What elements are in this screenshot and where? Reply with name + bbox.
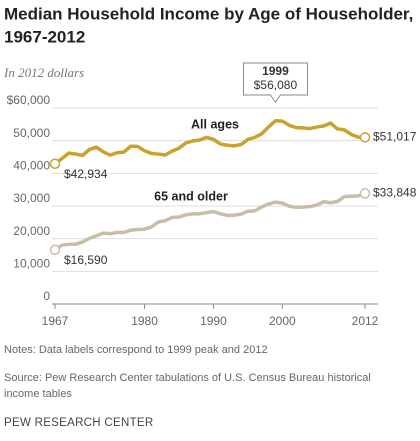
data-label: $42,934 xyxy=(64,167,108,181)
end-point xyxy=(359,188,371,199)
series-label: 65 and older xyxy=(154,189,228,203)
y-tick-label: 20,000 xyxy=(13,224,50,238)
data-label: $16,590 xyxy=(64,253,108,267)
callout xyxy=(242,62,308,103)
y-tick-label: 30,000 xyxy=(13,191,50,205)
data-label: $51,017 xyxy=(373,130,417,144)
y-tick-label: 10,000 xyxy=(13,257,50,271)
x-tick-label: 2012 xyxy=(352,314,379,328)
data-label: $56,080 xyxy=(254,78,298,92)
y-tick-label: 40,000 xyxy=(13,159,50,173)
source: income tables xyxy=(4,388,72,400)
notes: Notes: Data labels correspond to 1999 pe… xyxy=(4,344,268,356)
x-tick-label: 1990 xyxy=(200,314,227,328)
subtitle: In 2012 dollars xyxy=(3,65,84,80)
line xyxy=(54,191,366,252)
end-point xyxy=(49,244,61,256)
footer: PEW RESEARCH CENTER xyxy=(4,417,153,429)
callout-year: 1999 xyxy=(262,64,289,78)
chart-title: 1967-2012 xyxy=(4,27,85,46)
x-tick-label: 1967 xyxy=(42,314,69,328)
x-tick-label: 1980 xyxy=(131,314,158,328)
series-label: All ages xyxy=(191,117,239,131)
y-tick-label: $60,000 xyxy=(7,93,51,107)
chart-title: Median Household Income by Age of Househ… xyxy=(4,4,413,23)
y-tick-label: 0 xyxy=(43,289,50,303)
x-tick-label: 2000 xyxy=(269,314,296,328)
line xyxy=(53,119,366,166)
source: Source: Pew Research Center tabulations … xyxy=(4,372,371,384)
y-tick-label: 50,000 xyxy=(13,126,50,140)
end-point xyxy=(359,132,371,143)
data-label: $33,848 xyxy=(373,186,417,200)
end-point xyxy=(49,158,61,169)
